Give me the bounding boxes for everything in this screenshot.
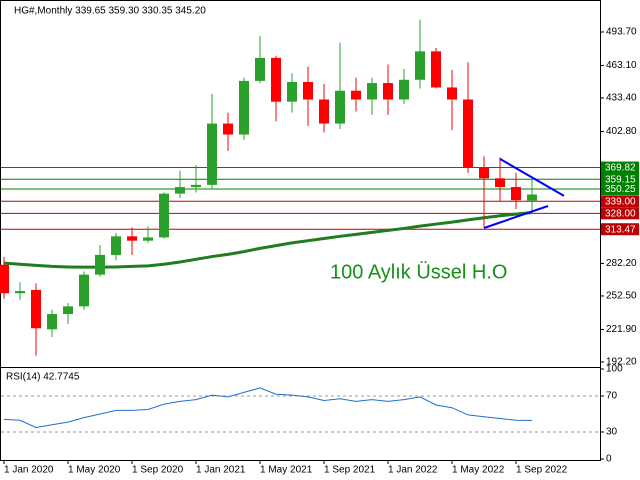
y-tick-label: 433.40	[606, 93, 637, 104]
candle-body	[335, 90, 345, 124]
y-tick-label: 493.70	[606, 27, 637, 38]
y-tick-label: 0	[606, 454, 612, 465]
y-tick-label: 192.20	[606, 357, 637, 368]
rsi-line	[3, 387, 533, 429]
y-tick-label: 70	[606, 391, 618, 402]
x-tick-label: 1 May 2021	[260, 465, 313, 476]
candle-body	[511, 187, 521, 201]
candle-body	[415, 51, 425, 80]
level-label-box	[601, 161, 639, 174]
candle-body	[143, 237, 153, 241]
candle-body	[127, 236, 137, 241]
trendline	[499, 158, 565, 197]
chart-title: HG#,Monthly 339.65 359.30 330.35 345.20	[14, 6, 206, 17]
x-tick-label: 1 Jan 2020	[4, 465, 54, 476]
candle-body	[95, 254, 105, 275]
y-tick-label: 463.10	[606, 60, 637, 71]
candle-body	[63, 306, 73, 315]
candle-body	[15, 291, 25, 294]
candle-body	[303, 81, 313, 100]
candle-body	[255, 57, 265, 81]
x-tick-label: 1 Sep 2020	[132, 465, 184, 476]
y-tick-label: 221.90	[606, 324, 637, 335]
level-label-box	[601, 195, 639, 208]
level-label: 339.00	[605, 196, 636, 207]
x-tick-label: 1 May 2022	[452, 465, 505, 476]
level-label-box	[601, 173, 639, 186]
candle-body	[527, 194, 537, 201]
candle-body	[383, 83, 393, 100]
candle-body	[367, 83, 377, 100]
candle-body	[159, 193, 169, 238]
candle-body	[495, 178, 505, 188]
rsi-title: RSI(14) 42.7745	[6, 372, 80, 383]
y-tick-label: 402.80	[606, 126, 637, 137]
candle-body	[191, 184, 201, 188]
candle-body	[447, 87, 457, 100]
candle-body	[31, 289, 41, 329]
level-label-box	[601, 223, 639, 236]
candle-body	[79, 274, 89, 307]
x-tick-label: 1 Jan 2021	[196, 465, 246, 476]
level-label: 313.47	[605, 224, 636, 235]
level-label-box	[601, 182, 639, 195]
candle-body	[351, 90, 361, 100]
level-label: 328.00	[605, 208, 636, 219]
candle-body	[463, 99, 473, 168]
x-tick-label: 1 May 2020	[68, 465, 121, 476]
level-label: 369.82	[605, 163, 636, 174]
candle-body	[239, 80, 249, 135]
level-label: 359.15	[605, 174, 636, 185]
candle-body	[175, 187, 185, 194]
x-tick-label: 1 Sep 2021	[324, 465, 376, 476]
x-tick-label: 1 Sep 2022	[516, 465, 568, 476]
candle-body	[271, 57, 281, 102]
candle-body	[47, 314, 57, 330]
candle-body	[479, 167, 489, 179]
level-label: 350.25	[605, 184, 636, 195]
y-tick-label: 100	[606, 364, 623, 375]
candle-body	[223, 123, 233, 135]
candle-body	[399, 79, 409, 100]
ema-line	[3, 210, 533, 269]
candle-body	[287, 81, 297, 102]
y-tick-label: 282.20	[606, 258, 637, 269]
candle-body	[111, 236, 121, 255]
candle-body	[207, 123, 217, 185]
frame	[0, 0, 601, 461]
annotation: 100 Aylık Üssel H.O	[330, 261, 507, 283]
level-label-box	[601, 207, 639, 220]
candle-body	[319, 99, 329, 124]
y-tick-label: 30	[606, 427, 618, 438]
x-tick-label: 1 Jan 2022	[388, 465, 438, 476]
y-tick-label: 252.50	[606, 291, 637, 302]
candle-body	[431, 51, 441, 88]
candle-body	[0, 264, 9, 294]
trendline	[483, 205, 549, 229]
